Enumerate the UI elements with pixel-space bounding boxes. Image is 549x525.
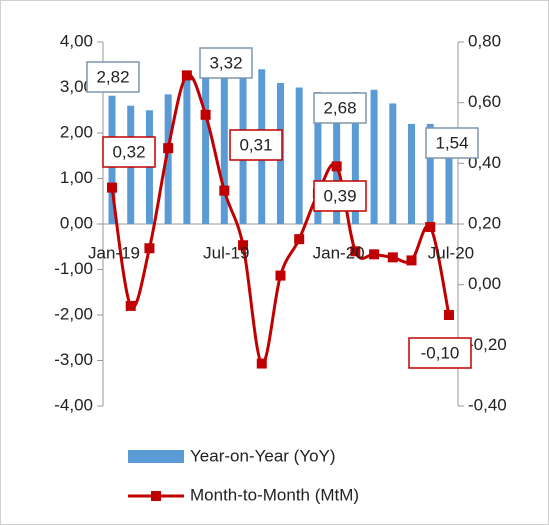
data-label-box [199,47,253,79]
y2-tick-label: 0,00 [468,274,501,293]
bar [351,92,359,224]
y-tick-label: 4,00 [60,31,93,50]
legend-label: Year-on-Year (YoY) [190,446,336,465]
data-label: 0,32 [112,142,145,161]
y-tick-label: 1,00 [60,168,93,187]
data-label: 2,68 [323,98,356,117]
data-label-box [229,129,283,161]
data-label-box [408,337,472,369]
y2-tick-label: -0,40 [468,395,507,414]
legend-swatch [151,491,161,501]
line-marker [200,109,211,120]
y-tick-label: -4,00 [54,395,93,414]
legend-label: Month-to-Month (MtM) [190,485,359,504]
bar [426,123,434,224]
line-marker [275,270,286,281]
line-marker [369,249,380,260]
data-label-box [313,180,367,212]
y-tick-label: -3,00 [54,350,93,369]
data-label-box [313,92,367,124]
data-label: 3,32 [209,53,242,72]
data-label-box [425,127,479,159]
y2-tick-label: 0,80 [468,31,501,50]
x-tick-label: Jul-19 [203,243,249,262]
line-marker [163,143,174,154]
line-marker [425,222,436,233]
bar [164,94,172,224]
bar [314,92,322,224]
y-tick-label: 3,00 [60,77,93,96]
line-marker [387,252,398,263]
bar [389,103,397,224]
x-tick-label: Jan-20 [313,243,365,262]
line-marker [219,185,230,196]
bar [220,73,228,224]
line-marker [331,161,342,172]
line-marker [144,243,155,254]
bar [202,73,210,224]
y-tick-label: -2,00 [54,304,93,323]
line-marker [125,300,136,311]
x-tick-label: Jul-20 [428,243,474,262]
line-marker [181,70,192,81]
data-label: 0,39 [323,186,356,205]
y2-tick-label: 0,20 [468,213,501,232]
bar [370,89,378,225]
line-marker [406,255,417,266]
y2-tick-label: 0,60 [468,92,501,111]
data-label: 0,31 [239,135,272,154]
line-marker [256,358,267,369]
line-marker [294,234,305,245]
bar [408,123,416,224]
data-label: 1,54 [435,133,468,152]
bar [445,153,453,224]
line-marker [107,182,117,193]
data-label-box [102,136,156,168]
bar [295,87,303,224]
legend-swatch [128,450,184,463]
data-label: 2,82 [96,67,129,86]
y-tick-label: -1,00 [54,259,93,278]
y2-tick-label: -0,20 [468,335,507,354]
line-marker [238,240,249,251]
data-label-box [86,61,140,93]
bar [183,72,191,224]
y-tick-label: 2,00 [60,122,93,141]
y-tick-label: 0,00 [60,213,93,232]
line-marker [443,310,454,320]
data-label: -0,10 [421,343,460,362]
line-marker [350,246,361,257]
x-tick-label: Jan-19 [88,243,140,262]
